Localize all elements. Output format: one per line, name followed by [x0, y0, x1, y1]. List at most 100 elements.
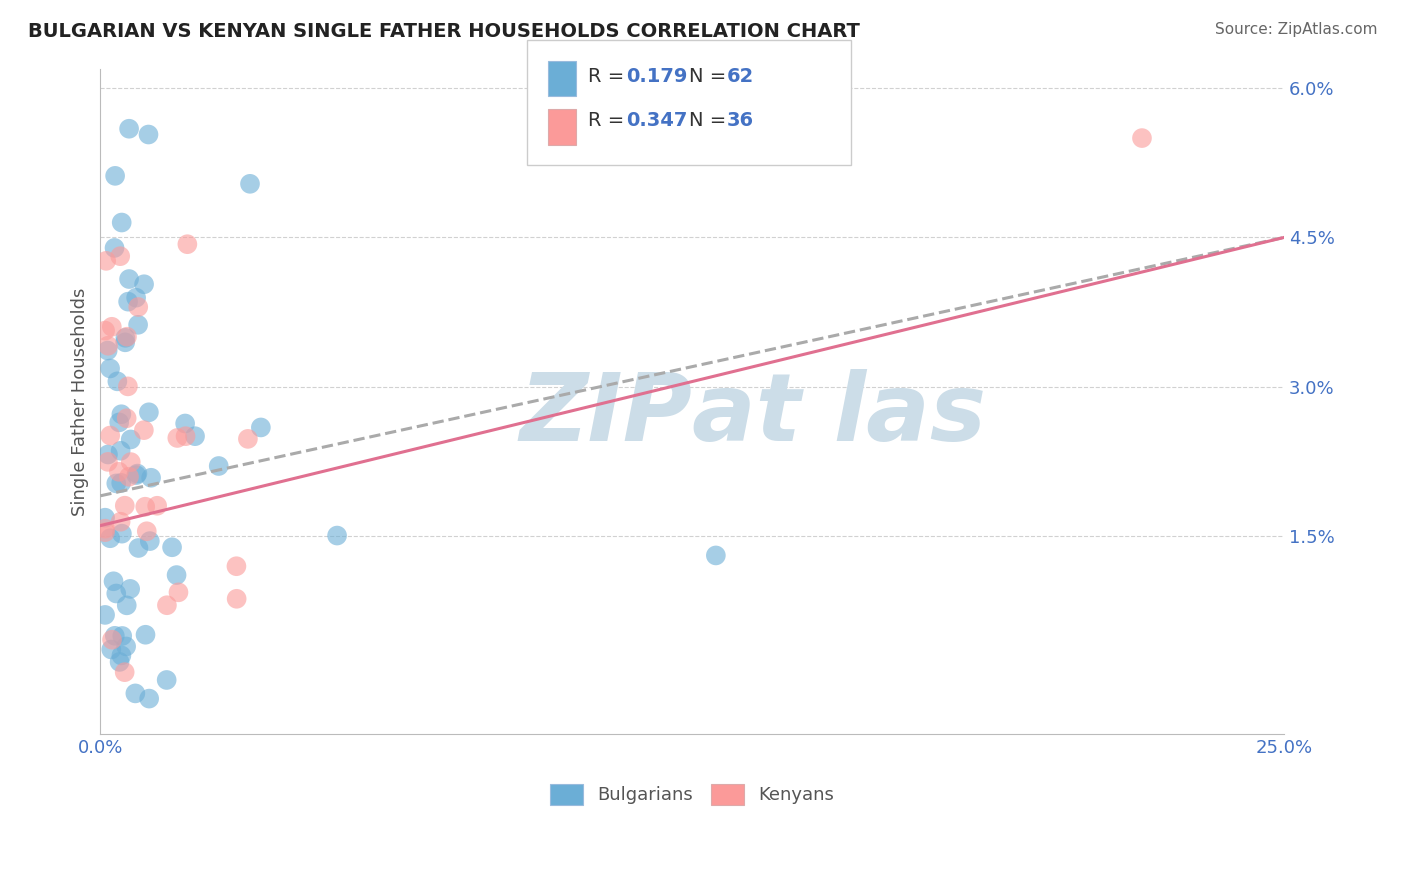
Point [105, 586, 128, 600]
Text: 62: 62 [727, 67, 754, 86]
Point [225, 559, 247, 574]
Point [115, 640, 138, 654]
Point [94, 324, 117, 338]
Point [143, 764, 166, 778]
Point [111, 629, 134, 643]
Point [108, 249, 131, 263]
Point [98, 531, 121, 545]
Point [127, 467, 149, 481]
Point [105, 476, 128, 491]
Text: R =: R = [588, 67, 630, 86]
Point [138, 405, 160, 419]
Point [110, 443, 132, 458]
Text: 0.347: 0.347 [626, 112, 688, 130]
Point [156, 673, 179, 687]
Point [94, 882, 117, 892]
Text: ZIP: ZIP [519, 368, 692, 461]
Point [94, 525, 117, 540]
Point [236, 432, 259, 446]
Point [156, 599, 179, 613]
Point [127, 300, 149, 314]
Point [98, 428, 121, 442]
Point [103, 574, 125, 589]
Text: R =: R = [588, 112, 630, 130]
Point [117, 379, 139, 393]
Point [174, 429, 197, 443]
Point [208, 458, 231, 473]
Point [110, 515, 132, 529]
Point [127, 541, 149, 555]
Point [108, 465, 131, 479]
Point [118, 121, 141, 136]
Point [176, 237, 198, 252]
Point [225, 591, 247, 606]
Legend: Bulgarians, Kenyans: Bulgarians, Kenyans [543, 777, 841, 812]
Point [104, 629, 127, 643]
Point [138, 128, 160, 142]
Point [167, 585, 190, 599]
Point [704, 549, 727, 563]
Point [166, 568, 188, 582]
Point [114, 665, 136, 680]
Text: Source: ZipAtlas.com: Source: ZipAtlas.com [1215, 22, 1378, 37]
Point [108, 655, 131, 669]
Point [134, 500, 156, 514]
Point [94, 607, 117, 622]
Point [120, 433, 142, 447]
Point [198, 754, 221, 768]
Point [110, 475, 132, 490]
Point [114, 499, 136, 513]
Point [1130, 131, 1153, 145]
Point [110, 407, 132, 421]
Point [160, 541, 183, 555]
Point [120, 582, 142, 596]
Point [125, 468, 148, 483]
Point [101, 319, 124, 334]
Point [118, 469, 141, 483]
Text: N =: N = [689, 112, 733, 130]
Point [146, 499, 169, 513]
Point [104, 169, 127, 183]
Point [98, 361, 121, 376]
Point [111, 526, 134, 541]
Text: 0.179: 0.179 [626, 67, 688, 86]
Point [115, 329, 138, 343]
Point [96, 253, 118, 268]
Point [101, 632, 124, 647]
Point [166, 431, 188, 445]
Point [97, 339, 120, 353]
Point [120, 455, 142, 469]
Point [105, 375, 128, 389]
Point [127, 318, 149, 332]
Point [132, 423, 155, 437]
Point [100, 642, 122, 657]
Text: BULGARIAN VS KENYAN SINGLE FATHER HOUSEHOLDS CORRELATION CHART: BULGARIAN VS KENYAN SINGLE FATHER HOUSEH… [28, 22, 860, 41]
Point [124, 686, 146, 700]
Point [105, 754, 128, 768]
Point [103, 241, 125, 255]
Point [111, 215, 134, 229]
Point [118, 272, 141, 286]
Point [97, 448, 120, 462]
Point [184, 429, 207, 443]
Point [138, 691, 160, 706]
Point [114, 331, 136, 345]
Point [94, 510, 117, 524]
Point [132, 277, 155, 292]
Point [94, 776, 117, 790]
Text: at las: at las [692, 368, 987, 461]
Point [135, 524, 157, 539]
Point [94, 522, 117, 536]
Text: N =: N = [689, 67, 733, 86]
Point [117, 772, 139, 787]
Point [125, 291, 148, 305]
Point [97, 455, 120, 469]
Point [117, 294, 139, 309]
Point [97, 343, 120, 358]
Point [139, 471, 162, 485]
Point [114, 335, 136, 350]
Point [250, 420, 273, 434]
Point [134, 628, 156, 642]
Point [115, 411, 138, 425]
Text: 36: 36 [727, 112, 754, 130]
